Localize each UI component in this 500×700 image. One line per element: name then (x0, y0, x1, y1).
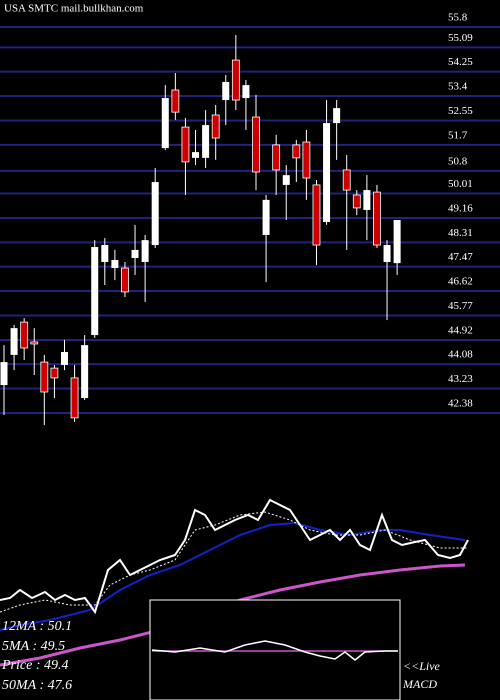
annotation: <<Live (403, 659, 441, 673)
candle-body (171, 89, 180, 113)
y-tick-label: 46.62 (448, 276, 473, 288)
candle-body (30, 341, 39, 345)
y-tick-label: 55.09 (448, 32, 473, 44)
y-tick-label: 50.8 (448, 155, 468, 167)
candle-body (111, 259, 119, 269)
y-tick-label: 47.47 (448, 251, 473, 263)
candle-body (141, 240, 149, 262)
candle-body (323, 123, 331, 223)
y-tick-label: 45.77 (448, 300, 473, 312)
candle-body (192, 152, 200, 158)
candles (0, 35, 401, 426)
macd-line (151, 640, 398, 661)
candle-body (242, 85, 250, 99)
candle-body (302, 141, 311, 179)
candle-body (181, 126, 190, 163)
candle-body (60, 352, 68, 365)
candle-body (121, 267, 129, 293)
candle-body (10, 328, 18, 355)
legend-entry: 5MA : 49.5 (2, 639, 65, 654)
candle-body (161, 98, 169, 149)
candle-body (373, 191, 381, 246)
y-tick-label: 44.08 (448, 349, 473, 361)
y-tick-label: 54.25 (448, 56, 473, 68)
candle-body (131, 249, 139, 258)
candle-body (81, 345, 89, 399)
candle-body (252, 116, 260, 173)
candle-body (363, 190, 371, 210)
candle-body (393, 220, 401, 264)
candle-body (211, 114, 220, 139)
candle-body (383, 245, 391, 262)
candle-body (292, 144, 301, 159)
y-tick-label: 50.01 (448, 178, 473, 190)
candle-body (262, 199, 270, 235)
candle-body (151, 182, 159, 246)
y-tick-label: 48.31 (448, 227, 473, 239)
legend-entry: 50MA : 47.6 (2, 678, 72, 693)
y-tick-label: 43.23 (448, 373, 473, 385)
annotation: MACD (402, 677, 437, 691)
candle-body (40, 361, 49, 393)
candle-body (231, 59, 240, 101)
candle-body (50, 367, 59, 379)
candle-body (312, 184, 321, 246)
price-line (0, 498, 469, 615)
legend-entry: 12MA : 50.1 (2, 619, 72, 634)
candle-body (70, 377, 79, 419)
candle-body (352, 194, 361, 209)
y-tick-label: 52.55 (448, 105, 473, 117)
y-tick-label: 49.16 (448, 203, 473, 215)
y-tick-label: 53.4 (448, 81, 468, 93)
grid: 55.8 55.09 54.25 53.4 52.55 51.7 50.8 50.01 49.1… (0, 12, 500, 414)
y-tick-label: 51.7 (448, 129, 468, 141)
chart-title: USA SMTC mail.bullkhan.com (4, 3, 144, 15)
candle-body (0, 362, 8, 386)
candle-body (222, 81, 230, 101)
y-tick-label: 55.8 (448, 12, 468, 24)
y-tick-label: 44.92 (448, 324, 473, 336)
ma12-line (0, 521, 466, 631)
candle-body (20, 321, 29, 349)
candle-body (333, 108, 341, 124)
candle-body (282, 175, 290, 185)
candle-body (202, 125, 210, 158)
candle-body (91, 247, 99, 336)
legend-entry: Price : 49.4 (1, 658, 68, 673)
candle-body (342, 169, 351, 191)
y-tick-label: 42.38 (448, 398, 473, 410)
candle-body (101, 245, 109, 262)
candle-body (272, 144, 281, 171)
